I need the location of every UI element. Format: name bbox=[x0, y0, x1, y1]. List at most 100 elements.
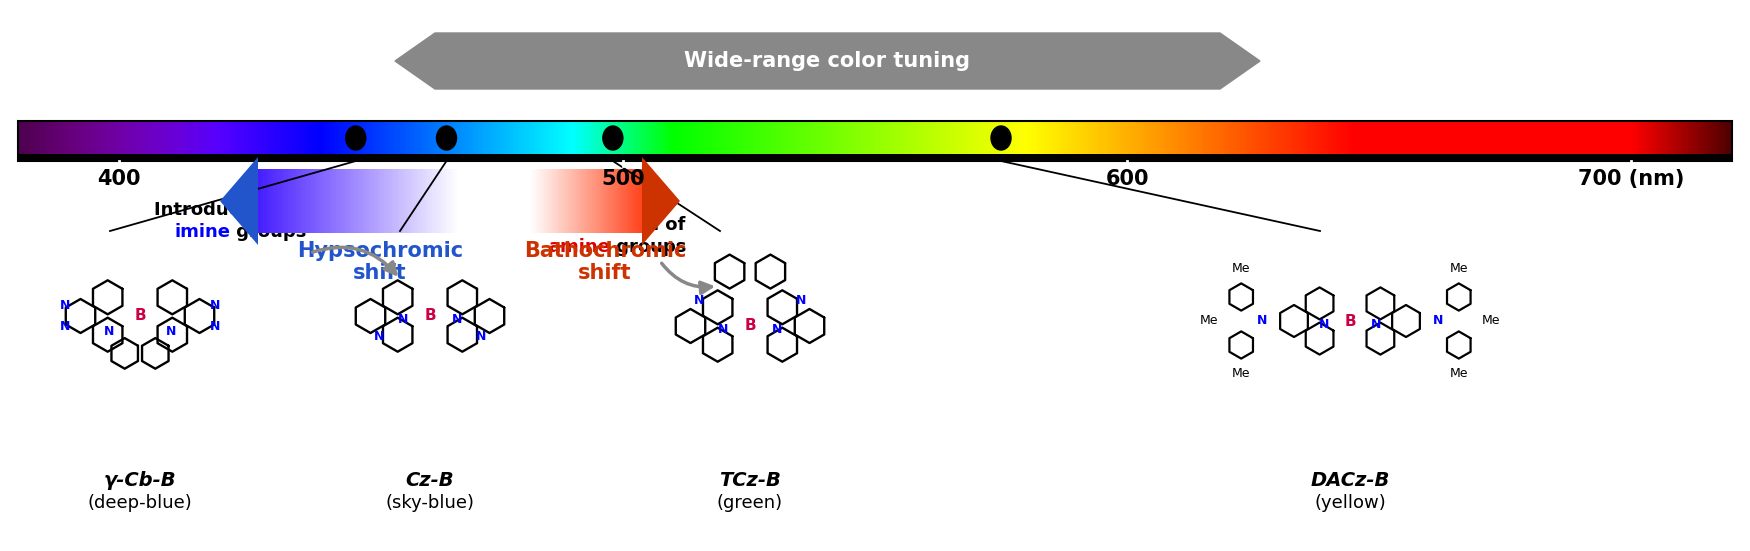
Bar bbox=[1624, 121, 1628, 161]
Bar bbox=[1622, 121, 1624, 161]
Bar bbox=[747, 121, 751, 161]
Bar bbox=[794, 121, 796, 161]
Bar bbox=[483, 121, 487, 161]
Bar bbox=[1643, 121, 1647, 161]
Bar bbox=[1188, 121, 1190, 161]
Bar bbox=[1421, 121, 1423, 161]
Bar bbox=[1125, 121, 1127, 161]
Bar bbox=[704, 121, 705, 161]
Bar bbox=[763, 121, 765, 161]
Bar bbox=[392, 121, 396, 161]
Bar bbox=[889, 121, 892, 161]
Bar bbox=[135, 121, 138, 161]
Bar bbox=[1465, 121, 1468, 161]
Bar bbox=[1101, 121, 1102, 161]
Bar bbox=[789, 121, 791, 161]
Bar bbox=[1533, 121, 1536, 161]
Bar bbox=[61, 121, 65, 161]
Bar bbox=[35, 121, 37, 161]
Bar bbox=[476, 121, 478, 161]
Bar bbox=[1416, 121, 1419, 161]
Text: B: B bbox=[424, 309, 436, 323]
Bar bbox=[999, 121, 1003, 161]
Bar bbox=[1267, 121, 1269, 161]
Bar bbox=[791, 121, 794, 161]
Bar bbox=[592, 121, 593, 161]
Bar bbox=[1325, 121, 1328, 161]
Bar bbox=[1409, 121, 1410, 161]
Bar bbox=[1426, 121, 1428, 161]
Bar bbox=[1085, 121, 1088, 161]
Bar bbox=[1407, 121, 1409, 161]
Bar bbox=[821, 121, 824, 161]
Bar bbox=[868, 121, 870, 161]
Bar bbox=[796, 121, 800, 161]
Bar bbox=[315, 121, 317, 161]
Bar bbox=[420, 169, 422, 233]
Bar bbox=[1703, 121, 1704, 161]
Bar bbox=[984, 121, 985, 161]
Bar bbox=[1190, 121, 1194, 161]
Bar bbox=[738, 121, 740, 161]
Bar bbox=[852, 121, 856, 161]
Bar bbox=[1183, 121, 1186, 161]
Bar bbox=[709, 121, 710, 161]
Bar bbox=[929, 121, 931, 161]
Bar bbox=[145, 121, 147, 161]
Bar bbox=[777, 121, 779, 161]
Bar bbox=[569, 121, 572, 161]
Bar bbox=[502, 121, 506, 161]
Bar bbox=[723, 121, 726, 161]
Polygon shape bbox=[396, 33, 1260, 89]
Bar bbox=[341, 121, 343, 161]
Text: N: N bbox=[1370, 318, 1381, 331]
Bar bbox=[564, 121, 567, 161]
Bar bbox=[388, 121, 390, 161]
Bar bbox=[1130, 121, 1132, 161]
Text: N: N bbox=[210, 320, 220, 333]
Text: N: N bbox=[1433, 315, 1444, 327]
Text: groups: groups bbox=[229, 223, 306, 241]
Bar bbox=[672, 121, 674, 161]
Bar bbox=[1195, 121, 1199, 161]
Bar bbox=[760, 121, 763, 161]
Bar bbox=[593, 121, 595, 161]
Text: N: N bbox=[166, 325, 175, 338]
Bar bbox=[618, 121, 620, 161]
Bar bbox=[420, 121, 422, 161]
Bar bbox=[1631, 121, 1634, 161]
Bar bbox=[1052, 121, 1054, 161]
Bar bbox=[1090, 121, 1094, 161]
Bar bbox=[1150, 121, 1152, 161]
Bar bbox=[402, 169, 404, 233]
Bar bbox=[1082, 121, 1083, 161]
Bar bbox=[292, 121, 294, 161]
Bar bbox=[466, 121, 469, 161]
Bar bbox=[276, 169, 278, 233]
Bar bbox=[1218, 121, 1220, 161]
Bar bbox=[1304, 121, 1306, 161]
Bar bbox=[1262, 121, 1264, 161]
Bar bbox=[887, 121, 889, 161]
Bar bbox=[1071, 121, 1073, 161]
Text: Wide-range color tuning: Wide-range color tuning bbox=[684, 51, 971, 71]
Bar bbox=[987, 121, 990, 161]
Bar bbox=[548, 121, 550, 161]
Bar bbox=[1475, 121, 1477, 161]
Bar bbox=[1279, 121, 1281, 161]
Bar bbox=[1059, 121, 1060, 161]
Bar bbox=[740, 121, 742, 161]
Bar bbox=[1178, 121, 1181, 161]
Bar bbox=[733, 121, 735, 161]
Bar bbox=[326, 169, 329, 233]
Bar bbox=[24, 121, 28, 161]
Bar bbox=[469, 121, 471, 161]
Bar bbox=[980, 121, 984, 161]
Bar bbox=[1676, 121, 1678, 161]
Bar bbox=[1225, 121, 1227, 161]
Text: imine: imine bbox=[173, 223, 229, 241]
Bar bbox=[938, 121, 942, 161]
Text: shift: shift bbox=[578, 263, 632, 283]
Bar bbox=[1480, 121, 1482, 161]
Bar bbox=[1158, 121, 1162, 161]
